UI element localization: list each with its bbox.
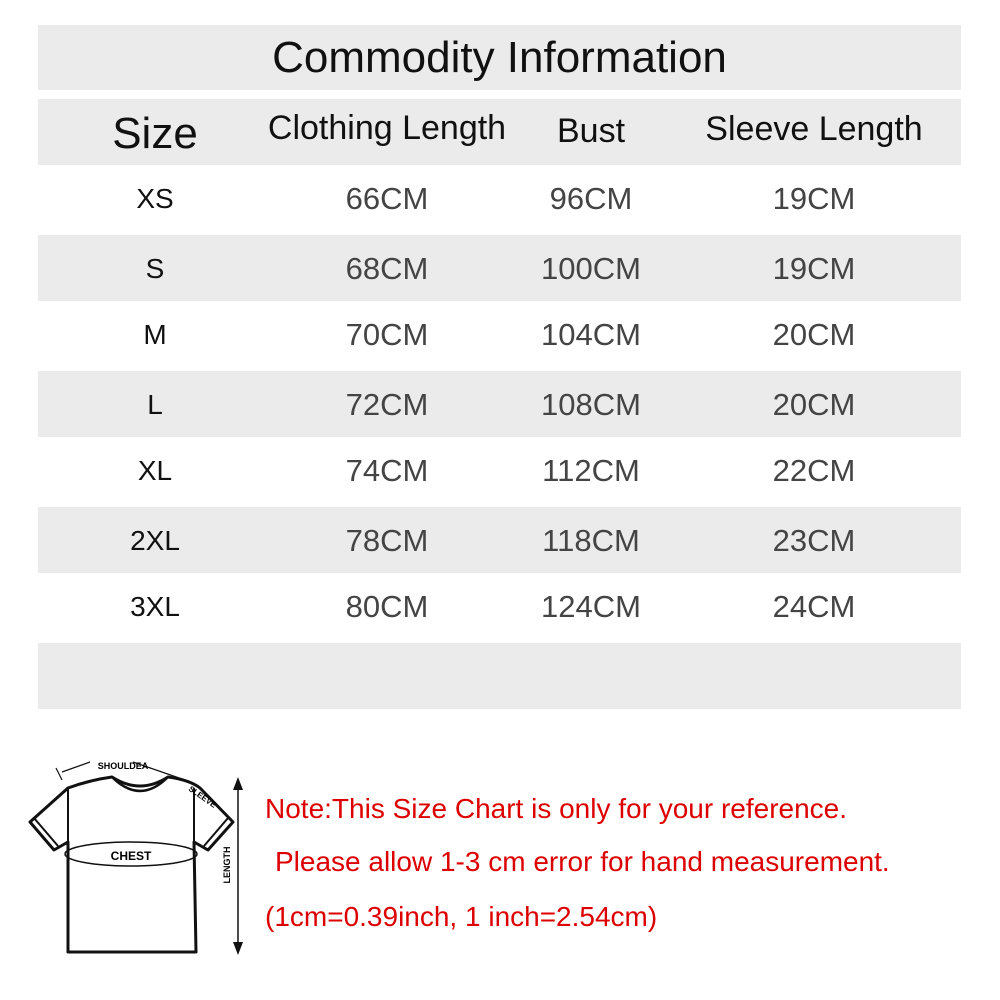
note-line-3: (1cm=0.39inch, 1 inch=2.54cm)	[265, 901, 658, 932]
cell-sleeve: 20CM	[772, 317, 856, 352]
cell-sleeve: 20CM	[772, 387, 856, 422]
cell-length: 72CM	[345, 387, 429, 422]
cell-bust: 96CM	[549, 181, 633, 216]
header-clothing-length: Clothing Length	[267, 109, 507, 147]
table-row: S 68CM 100CM 19CM	[38, 235, 961, 301]
header-bust: Bust	[556, 112, 626, 150]
cell-size: L	[147, 389, 163, 420]
cell-bust: 124CM	[541, 589, 641, 624]
cell-bust: 108CM	[541, 387, 641, 422]
cell-size: 3XL	[130, 591, 180, 622]
cell-sleeve: 23CM	[772, 523, 856, 558]
cell-length: 74CM	[345, 453, 429, 488]
empty-row	[38, 643, 961, 709]
cell-sleeve: 22CM	[772, 453, 856, 488]
note-line-2: Please allow 1-3 cm error for hand measu…	[275, 846, 890, 877]
cell-sleeve: 24CM	[772, 589, 856, 624]
length-label: LENGTH	[222, 847, 232, 884]
table-row: 2XL 78CM 118CM 23CM	[38, 507, 961, 573]
header-sleeve-length: Sleeve Length	[705, 110, 923, 148]
table-row: M 70CM 104CM 20CM	[38, 301, 961, 371]
cell-size: S	[145, 253, 165, 284]
cell-length: 78CM	[345, 523, 429, 558]
cell-bust: 100CM	[541, 251, 641, 286]
tshirt-diagram: CHEST SHOULDEA SLEEVE LENGTH	[28, 761, 243, 955]
header-size: Size	[112, 109, 198, 158]
cell-sleeve: 19CM	[772, 181, 856, 216]
table-row: L 72CM 108CM 20CM	[38, 371, 961, 437]
table-title: Commodity Information	[38, 25, 961, 90]
cell-length: 68CM	[345, 251, 429, 286]
cell-length: 70CM	[345, 317, 429, 352]
cell-size: XS	[136, 183, 174, 214]
table-row: 3XL 80CM 124CM 24CM	[38, 573, 961, 643]
cell-size: M	[143, 319, 167, 350]
shoulder-label: SHOULDEA	[98, 761, 149, 771]
cell-bust: 112CM	[542, 453, 640, 488]
cell-size: 2XL	[130, 525, 180, 556]
table-row: XS 66CM 96CM 19CM	[38, 165, 961, 235]
chest-label: CHEST	[111, 849, 152, 863]
cell-bust: 104CM	[541, 317, 641, 352]
cell-sleeve: 19CM	[772, 251, 856, 286]
cell-length: 80CM	[345, 589, 429, 624]
header-row: Size Clothing Length Bust Sleeve Length	[38, 99, 961, 165]
cell-size: XL	[137, 455, 173, 486]
cell-length: 66CM	[345, 181, 429, 216]
note-line-1: Note:This Size Chart is only for your re…	[265, 793, 848, 824]
table-row: XL 74CM 112CM 22CM	[38, 437, 961, 507]
cell-bust: 118CM	[542, 523, 640, 558]
